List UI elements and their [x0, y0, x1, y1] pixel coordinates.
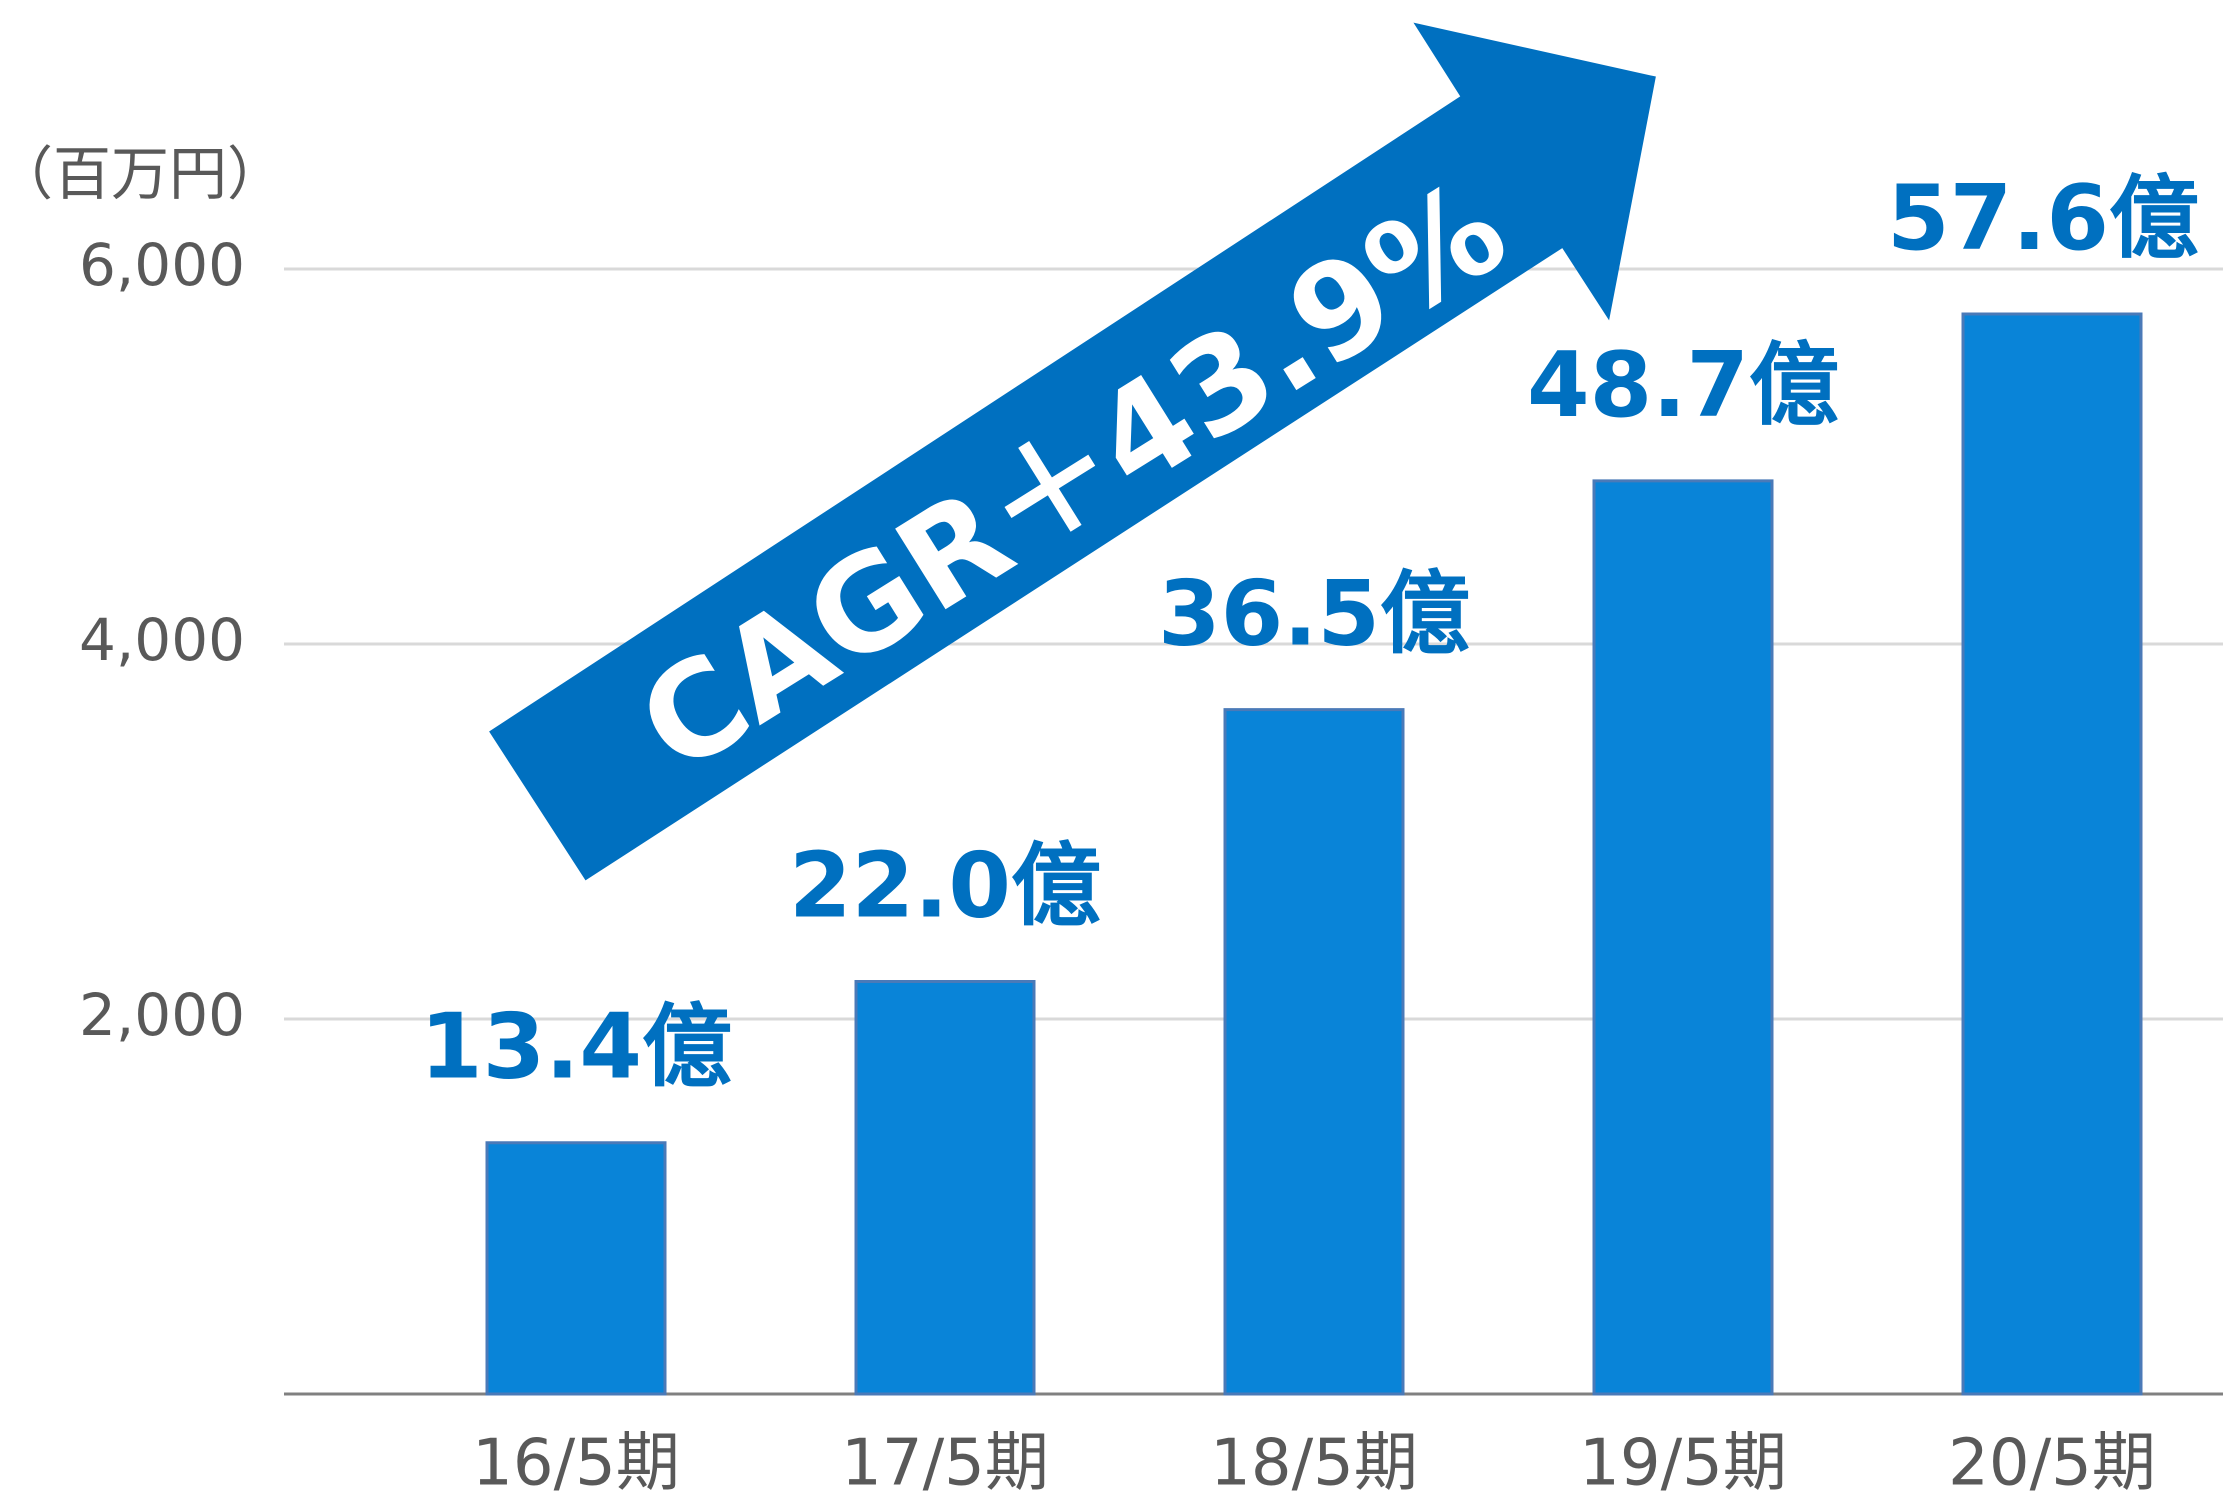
cagr-label: CAGR＋43.9%	[614, 151, 1531, 803]
value-label: 13.4億	[420, 995, 732, 1100]
bar	[1961, 312, 2143, 1396]
y-tick-label: 2,000	[79, 981, 245, 1049]
x-tick-label: 20/5期	[1948, 1427, 2156, 1501]
value-label: 48.7億	[1527, 333, 1839, 438]
x-tick-label: 18/5期	[1210, 1427, 1418, 1501]
bar	[854, 980, 1036, 1396]
bar	[485, 1141, 667, 1396]
y-tick-label: 6,000	[79, 231, 245, 299]
bar	[1223, 708, 1405, 1396]
x-tick-label: 19/5期	[1579, 1427, 1787, 1501]
x-tick-label: 17/5期	[841, 1427, 1049, 1501]
cagr-arrow: CAGR＋43.9%	[489, 22, 1656, 881]
value-label: 22.0億	[789, 833, 1101, 938]
bar	[1592, 479, 1774, 1396]
value-label: 36.5億	[1158, 562, 1470, 667]
x-tick-label: 16/5期	[472, 1427, 680, 1501]
value-label: 57.6億	[1887, 166, 2199, 271]
y-axis-label: （百万円）	[0, 140, 285, 208]
y-tick-label: 4,000	[79, 606, 245, 674]
arrow-shape	[489, 22, 1656, 881]
